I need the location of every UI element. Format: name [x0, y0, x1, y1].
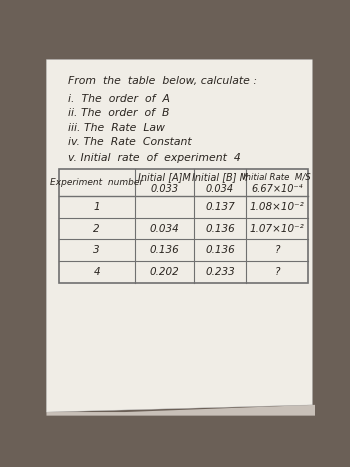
- Text: 0.136: 0.136: [205, 245, 235, 255]
- Text: 0.136: 0.136: [205, 224, 235, 234]
- Text: 4: 4: [93, 267, 100, 277]
- Text: 6.67×10⁻⁴: 6.67×10⁻⁴: [251, 184, 303, 194]
- Text: From  the  table  below, calculate :: From the table below, calculate :: [68, 76, 257, 86]
- Text: 0.136: 0.136: [149, 245, 179, 255]
- Text: v. Initial  rate  of  experiment  4: v. Initial rate of experiment 4: [68, 153, 240, 163]
- Text: iv. The  Rate  Constant: iv. The Rate Constant: [68, 137, 191, 147]
- Text: ?: ?: [274, 267, 280, 277]
- Text: Initial Rate  M/S: Initial Rate M/S: [243, 172, 311, 181]
- Polygon shape: [47, 405, 315, 416]
- Text: 0.137: 0.137: [205, 202, 235, 212]
- Text: 1.07×10⁻²: 1.07×10⁻²: [250, 224, 304, 234]
- Text: ii. The  order  of  B: ii. The order of B: [68, 108, 169, 118]
- Text: ?: ?: [274, 245, 280, 255]
- Text: i.  The  order  of  A: i. The order of A: [68, 94, 170, 104]
- Bar: [59, 170, 308, 283]
- Text: 0.033: 0.033: [150, 184, 178, 194]
- Text: Initial [B] M: Initial [B] M: [192, 172, 248, 182]
- Text: iii. The  Rate  Law: iii. The Rate Law: [68, 122, 164, 133]
- Text: 3: 3: [93, 245, 100, 255]
- Text: 0.202: 0.202: [149, 267, 179, 277]
- Text: 2: 2: [93, 224, 100, 234]
- Text: Initial [A]M: Initial [A]M: [138, 172, 191, 182]
- Text: 0.233: 0.233: [205, 267, 235, 277]
- Polygon shape: [47, 60, 312, 412]
- Text: 0.034: 0.034: [149, 224, 179, 234]
- Text: 1: 1: [93, 202, 100, 212]
- Text: Experiment  number: Experiment number: [50, 178, 143, 187]
- Text: 0.034: 0.034: [206, 184, 234, 194]
- Text: 1.08×10⁻²: 1.08×10⁻²: [250, 202, 304, 212]
